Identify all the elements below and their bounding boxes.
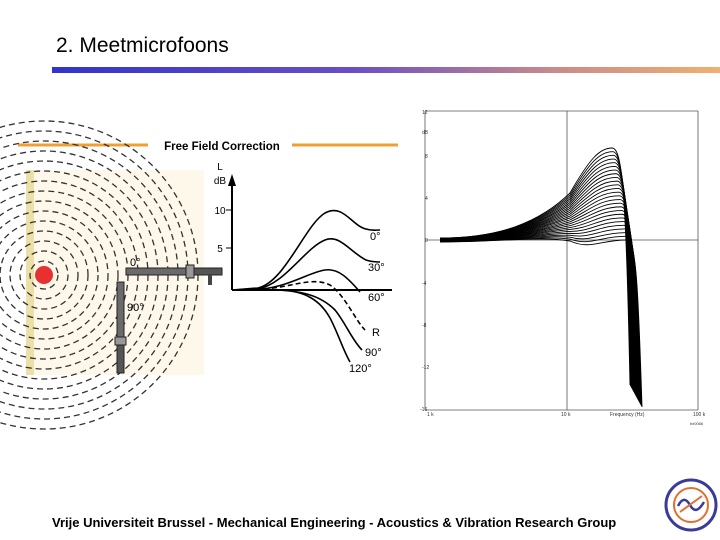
- curve-120deg: [232, 289, 351, 363]
- response-curve: [439, 235, 642, 407]
- response-curve: [439, 213, 640, 401]
- response-curve: [439, 169, 634, 391]
- response-curve: [439, 217, 640, 402]
- curve-label-0deg: 0°: [370, 231, 381, 243]
- footer-text: Vrije Universiteit Brussel - Mechanical …: [52, 515, 617, 530]
- y-axis-unit: dB: [214, 176, 227, 187]
- curve-label-30deg: 30°: [368, 262, 385, 274]
- right-y-tick-m4: -4: [422, 281, 427, 287]
- right-corner-note: bx0066: [690, 421, 704, 426]
- mic-label-0deg: 0°: [130, 257, 141, 269]
- curve-label-90deg: 90°: [365, 347, 382, 359]
- response-curve-family: [439, 147, 643, 408]
- curve-label-120deg: 120°: [349, 363, 372, 375]
- right-x-axis-label: Frequency (Hz): [610, 412, 645, 418]
- correction-chart: L dB 10 5 0° 30° 60° R 90° 120°: [214, 162, 392, 375]
- page-title: 2. Meetmicrofoons: [56, 34, 229, 57]
- right-x-tick-1k: 1 k: [427, 412, 434, 418]
- microphone-side-icon: [114, 281, 127, 374]
- y-axis-arrow-icon: [228, 174, 236, 186]
- measured-response-chart: 12 dB 8 4 0 -4 -8 -12 -16 1 k 10 k Frequ…: [420, 110, 706, 426]
- right-y-unit: dB: [422, 130, 429, 136]
- curve-label-R: R: [372, 327, 380, 339]
- right-y-tick-m8: -8: [422, 323, 427, 329]
- right-y-tick-m16: -16: [420, 407, 427, 413]
- response-curve: [439, 147, 631, 386]
- title-underline-bar: [52, 67, 720, 73]
- right-y-tick-12: 12: [422, 110, 428, 116]
- curve-0deg: [231, 209, 381, 291]
- curve-label-60deg: 60°: [368, 292, 385, 304]
- response-curve: [439, 232, 642, 406]
- right-y-tick-4: 4: [425, 196, 428, 202]
- response-curve: [439, 224, 641, 404]
- response-curve: [439, 228, 642, 405]
- response-curve: [439, 238, 643, 408]
- tick-5: 5: [217, 244, 223, 255]
- sound-source-dot: [35, 266, 53, 284]
- y-axis-label: L: [217, 162, 223, 173]
- curve-90deg: [232, 289, 363, 351]
- microphone-front-icon: [125, 264, 223, 285]
- right-x-tick-10k: 10 k: [561, 412, 571, 418]
- vub-seal-icon: [664, 478, 718, 532]
- mic-label-90deg: 90°: [127, 302, 144, 314]
- banner-label: Free Field Correction: [164, 141, 280, 153]
- curve-60deg: [231, 268, 361, 293]
- response-curve: [439, 165, 633, 390]
- response-curve: [439, 199, 638, 398]
- response-curve: [439, 221, 641, 403]
- response-curve: [439, 151, 631, 386]
- right-x-tick-100k: 100 k: [693, 412, 706, 418]
- right-y-tick-8: 8: [425, 154, 428, 160]
- response-curve: [439, 162, 633, 389]
- right-y-tick-0: 0: [425, 238, 428, 244]
- response-curve: [439, 173, 634, 392]
- curve-30deg: [231, 238, 381, 291]
- curve-random: [231, 280, 366, 331]
- response-curve: [439, 176, 635, 393]
- right-y-tick-m12: -12: [422, 365, 429, 371]
- response-curve: [439, 158, 632, 388]
- response-curve: [439, 154, 632, 387]
- tick-10: 10: [214, 206, 226, 217]
